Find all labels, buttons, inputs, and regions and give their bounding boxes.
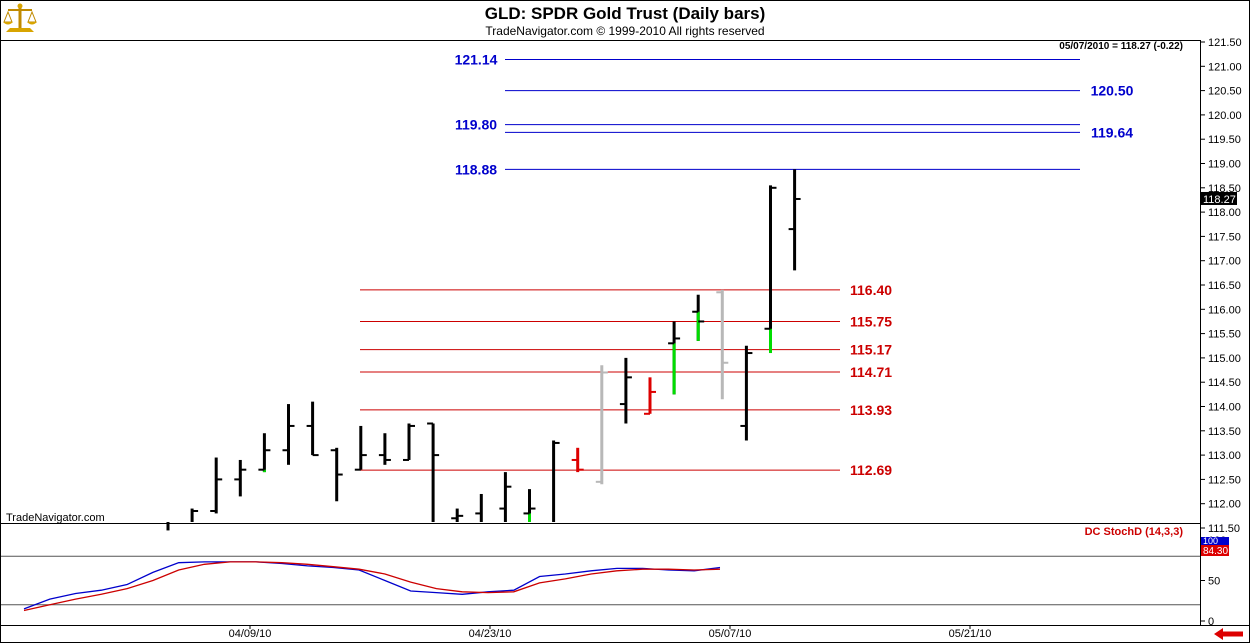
price-tick-label: 121.00 bbox=[1208, 61, 1242, 73]
price-tick-label: 114.00 bbox=[1208, 402, 1241, 414]
stoch-k-line bbox=[23, 561, 721, 610]
price-tick-label: 119.50 bbox=[1208, 134, 1241, 146]
price-tick-label: 121.50 bbox=[1208, 37, 1242, 49]
price-tick-label: 120.00 bbox=[1208, 110, 1242, 122]
level-label: 120.50 bbox=[1091, 83, 1134, 99]
last-price-marker: 118.27 bbox=[1201, 191, 1237, 206]
price-tick-label: 118.50 bbox=[1208, 183, 1241, 195]
left-arrow-icon[interactable] bbox=[1212, 627, 1246, 641]
price-tick-label: 112.50 bbox=[1208, 474, 1241, 486]
date-tick-label: 04/23/10 bbox=[469, 628, 512, 640]
stoch-k-value: 100 bbox=[1203, 536, 1218, 546]
stoch-value-markers: 100 84.30 bbox=[1201, 536, 1229, 557]
level-label: 116.40 bbox=[850, 282, 892, 298]
stoch-label: DC StochD (14,3,3) bbox=[1085, 526, 1184, 538]
level-label: 118.88 bbox=[455, 161, 497, 177]
level-label: 112.69 bbox=[850, 462, 892, 478]
stoch-d-value: 84.30 bbox=[1203, 546, 1228, 557]
stochastic-lines bbox=[1, 555, 1200, 612]
date-tick-label: 05/07/10 bbox=[709, 628, 752, 640]
level-lines: 121.14 120.50 119.80 119.64 118.88 116.40 115.… bbox=[360, 51, 1134, 478]
level-label: 121.14 bbox=[455, 51, 498, 67]
level-label: 119.80 bbox=[455, 117, 497, 133]
price-tick-label: 116.00 bbox=[1208, 304, 1241, 316]
chart-title: GLD: SPDR Gold Trust (Daily bars) bbox=[485, 4, 766, 23]
level-label: 119.64 bbox=[1091, 124, 1133, 140]
level-label: 115.75 bbox=[850, 313, 892, 329]
price-tick-label: 120.50 bbox=[1208, 86, 1242, 98]
stoch-tick-label: 50 bbox=[1208, 576, 1220, 588]
scales-icon bbox=[3, 3, 37, 32]
price-tick-label: 113.00 bbox=[1208, 450, 1241, 462]
watermark-text: TradeNavigator.com bbox=[6, 512, 105, 524]
price-axis: 111.50 112.00 112.50 113.00 113.50 114.00 114.… bbox=[1200, 37, 1242, 535]
price-tick-label: 113.50 bbox=[1208, 426, 1241, 438]
stoch-d-line bbox=[23, 561, 721, 612]
price-tick-label: 117.00 bbox=[1208, 256, 1241, 268]
price-tick-label: 119.00 bbox=[1208, 159, 1241, 171]
date-tick-label: 05/21/10 bbox=[949, 628, 992, 640]
price-tick-label: 114.50 bbox=[1208, 377, 1241, 389]
level-label: 115.17 bbox=[850, 342, 892, 358]
price-tick-label: 112.00 bbox=[1208, 499, 1241, 511]
price-readout: 05/07/2010 = 118.27 (-0.22) bbox=[1059, 41, 1183, 52]
price-tick-label: 117.50 bbox=[1208, 231, 1241, 243]
last-price-label: 118.27 bbox=[1203, 194, 1236, 206]
price-tick-label: 111.50 bbox=[1208, 523, 1240, 535]
price-tick-label: 116.50 bbox=[1208, 280, 1241, 292]
copyright-text: TradeNavigator.com © 1999-2010 All right… bbox=[485, 24, 764, 38]
date-axis: 04/09/10 04/23/10 05/07/10 05/21/10 bbox=[229, 625, 992, 640]
level-label: 113.93 bbox=[850, 402, 892, 418]
price-bars bbox=[166, 169, 801, 531]
price-tick-label: 115.00 bbox=[1208, 353, 1241, 365]
price-tick-label: 118.00 bbox=[1208, 207, 1241, 219]
price-tick-label: 115.50 bbox=[1208, 329, 1241, 341]
date-tick-label: 04/09/10 bbox=[229, 628, 272, 640]
level-label: 114.71 bbox=[850, 364, 892, 380]
stoch-tick-label: 0 bbox=[1208, 616, 1214, 628]
